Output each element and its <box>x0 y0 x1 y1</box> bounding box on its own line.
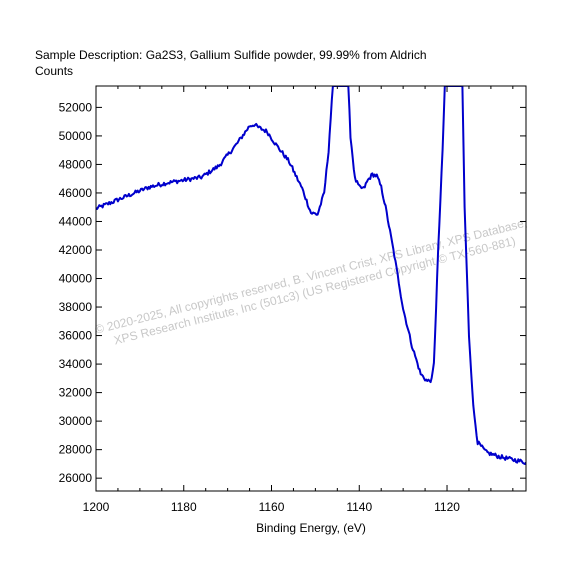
y-tick-label: 48000 <box>59 157 93 171</box>
watermark-line-2: XPS Research Institute, Inc (501c3) (US … <box>112 234 517 348</box>
series-line <box>96 86 526 465</box>
plot-frame <box>95 85 527 492</box>
y-tick-label: 26000 <box>59 471 93 485</box>
x-axis: 1200 1180 1160 1140 1120 <box>83 86 514 514</box>
y-tick-label: 32000 <box>59 386 93 400</box>
y-tick-label: 52000 <box>59 100 93 114</box>
y-axis-label: Counts <box>35 64 73 78</box>
x-tick-label: 1120 <box>434 500 460 514</box>
y-tick-label: 46000 <box>59 186 93 200</box>
chart-title: Sample Description: Ga2S3, Gallium Sulfi… <box>35 48 427 62</box>
y-tick-label: 38000 <box>59 300 93 314</box>
y-tick-label: 28000 <box>59 443 93 457</box>
y-tick-label: 44000 <box>59 214 93 228</box>
x-tick-label: 1160 <box>259 500 285 514</box>
x-axis-label: Binding Energy, (eV) <box>256 521 366 535</box>
x-tick-label: 1200 <box>83 500 110 514</box>
watermark-line-1: © 2020-2025, All copyrights reserved, B.… <box>94 216 529 337</box>
y-axis: 26000 28000 30000 32000 34000 36000 38000 40000… <box>59 100 526 485</box>
x-tick-label: 1140 <box>346 500 372 514</box>
y-tick-label: 34000 <box>59 357 93 371</box>
data-layer <box>96 86 526 465</box>
y-tick-label: 42000 <box>59 243 93 257</box>
y-tick-label: 50000 <box>59 129 93 143</box>
y-tick-label: 30000 <box>59 414 93 428</box>
y-tick-label: 40000 <box>59 272 93 286</box>
y-tick-label: 36000 <box>59 329 93 343</box>
x-tick-label: 1180 <box>171 500 197 514</box>
